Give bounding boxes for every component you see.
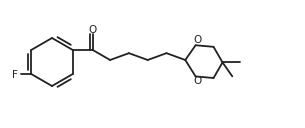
Text: O: O xyxy=(88,25,97,35)
Text: O: O xyxy=(194,35,202,45)
Text: F: F xyxy=(12,70,18,80)
Text: O: O xyxy=(194,76,202,86)
